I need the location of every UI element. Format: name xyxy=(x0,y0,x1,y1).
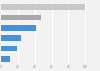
Bar xyxy=(1,46,17,51)
Bar xyxy=(1,25,36,31)
Bar xyxy=(1,15,41,20)
Bar xyxy=(1,35,21,41)
Bar xyxy=(1,56,10,62)
Bar xyxy=(1,4,85,10)
